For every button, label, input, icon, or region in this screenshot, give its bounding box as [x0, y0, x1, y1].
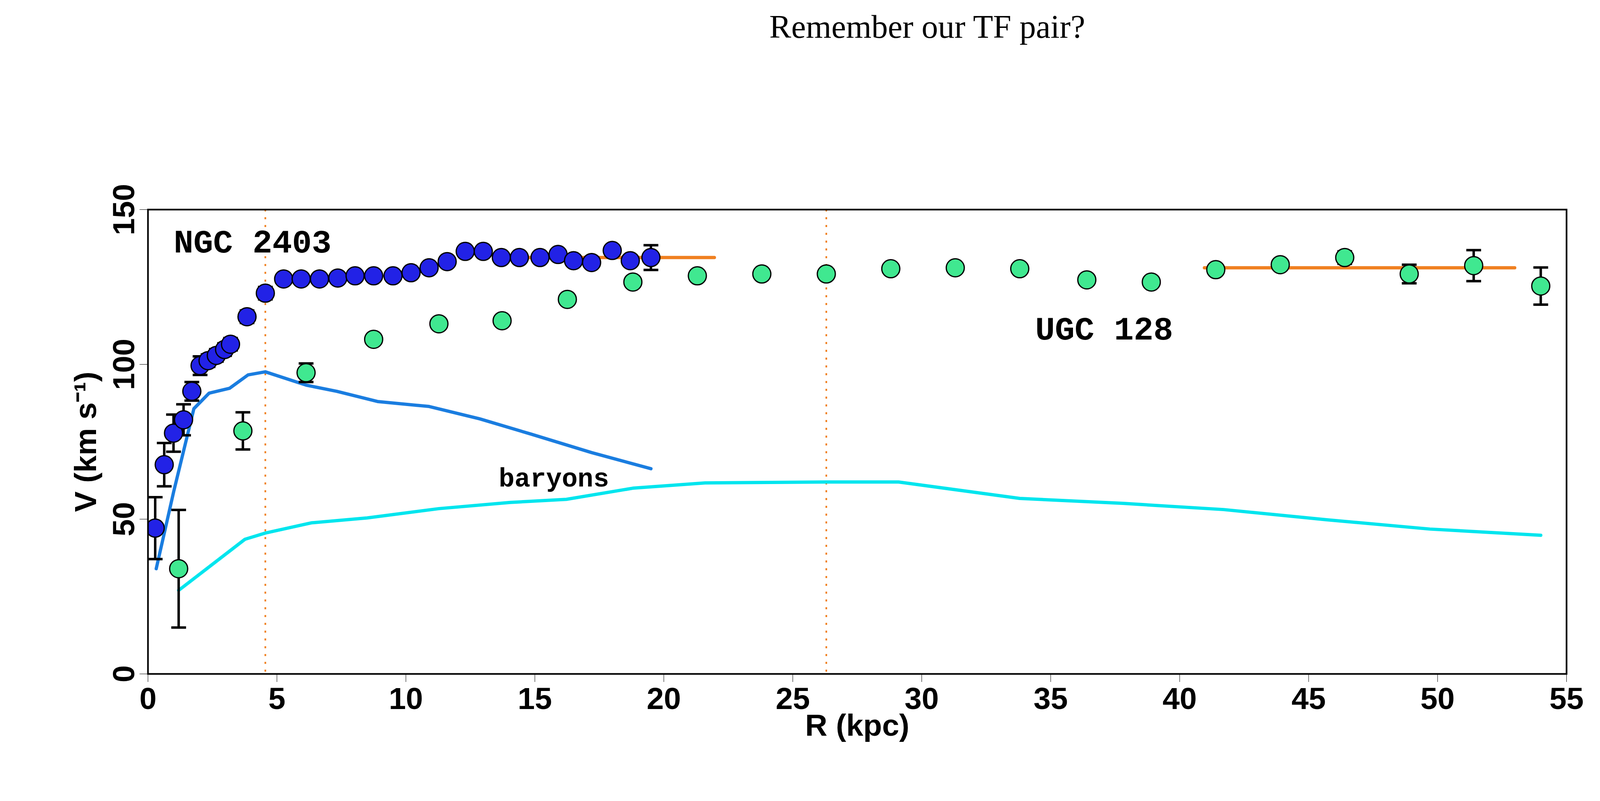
- svg-text:55: 55: [1549, 680, 1584, 716]
- svg-text:R (kpc): R (kpc): [804, 707, 910, 743]
- svg-text:0: 0: [139, 680, 157, 716]
- svg-text:15: 15: [517, 680, 552, 716]
- svg-text:10: 10: [388, 680, 423, 716]
- svg-text:45: 45: [1291, 680, 1326, 716]
- svg-text:V (km s⁻¹): V (km s⁻¹): [68, 371, 103, 512]
- html-text:Remember our TF pair?: Remember our TF pair?: [769, 8, 1086, 45]
- svg-text:30: 30: [904, 680, 939, 716]
- svg-text:40: 40: [1162, 680, 1197, 716]
- svg-text:25: 25: [775, 680, 810, 716]
- svg-text:NGC 2403: NGC 2403: [173, 224, 332, 263]
- svg-text:150: 150: [106, 183, 141, 236]
- svg-text:50: 50: [106, 502, 141, 537]
- svg-text:100: 100: [106, 338, 141, 390]
- svg-text:20: 20: [646, 680, 681, 716]
- svg-text:baryons: baryons: [498, 464, 610, 495]
- svg-text:50: 50: [1420, 680, 1455, 716]
- svg-text:35: 35: [1033, 680, 1068, 716]
- svg-text:UGC 128: UGC 128: [1035, 311, 1174, 350]
- svg-text:5: 5: [268, 680, 286, 716]
- svg-text:0: 0: [106, 665, 141, 683]
